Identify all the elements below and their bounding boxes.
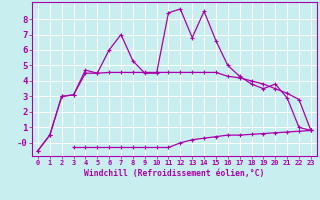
X-axis label: Windchill (Refroidissement éolien,°C): Windchill (Refroidissement éolien,°C): [84, 169, 265, 178]
